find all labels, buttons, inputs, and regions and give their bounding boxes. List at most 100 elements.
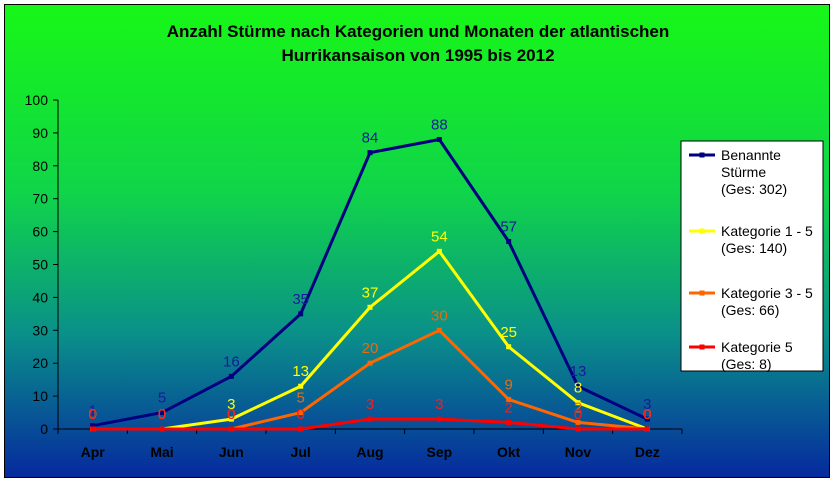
data-label: 8 <box>574 380 582 397</box>
data-label: 5 <box>296 390 304 407</box>
data-label: 0 <box>88 406 96 423</box>
data-label: 0 <box>158 406 166 423</box>
legend-marker <box>699 152 705 158</box>
legend-marker <box>699 290 705 296</box>
legend-label: Stürme <box>721 164 766 180</box>
chart-title-line-1: Anzahl Stürme nach Kategorien und Monate… <box>167 22 670 41</box>
data-point <box>298 311 304 317</box>
data-label: 13 <box>292 363 309 380</box>
x-tick-label: Jun <box>219 444 244 460</box>
data-point <box>506 396 512 402</box>
x-tick-label: Okt <box>497 444 521 460</box>
data-point <box>575 400 581 406</box>
legend-entry-3: Kategorie 3 - 5(Ges: 66) <box>689 285 813 318</box>
data-label: 0 <box>643 406 651 423</box>
legend-entry-2: Kategorie 1 - 5(Ges: 140) <box>689 223 813 256</box>
y-tick-label: 50 <box>32 257 48 273</box>
data-label: 0 <box>643 406 651 423</box>
y-tick-label: 80 <box>32 158 48 174</box>
data-label: 2 <box>504 399 512 416</box>
x-tick-label: Nov <box>565 444 592 460</box>
data-label: 5 <box>158 390 166 407</box>
chart-svg: Anzahl Stürme nach Kategorien und Monate… <box>25 22 824 460</box>
data-point <box>159 410 165 416</box>
data-label: 1 <box>88 403 96 420</box>
data-point <box>90 423 96 429</box>
x-tick-label: Dez <box>635 444 660 460</box>
data-label: 88 <box>431 116 448 133</box>
data-label: 2 <box>574 399 582 416</box>
data-label: 3 <box>643 396 651 413</box>
data-label: 57 <box>500 218 517 235</box>
data-point <box>228 416 234 422</box>
data-label: 0 <box>227 406 235 423</box>
y-tick-label: 90 <box>32 125 48 141</box>
data-point <box>436 136 442 142</box>
data-point <box>644 416 650 422</box>
data-point <box>298 410 304 416</box>
x-tick-label: Sep <box>426 444 452 460</box>
data-point <box>644 426 650 432</box>
data-point <box>367 416 373 422</box>
data-label: 0 <box>158 406 166 423</box>
data-label: 0 <box>158 406 166 423</box>
data-label: 3 <box>366 396 374 413</box>
data-label: 37 <box>362 284 379 301</box>
y-tick-label: 30 <box>32 322 48 338</box>
y-tick-label: 20 <box>32 355 48 371</box>
data-point <box>298 383 304 389</box>
data-point <box>367 150 373 156</box>
data-label: 20 <box>362 340 379 357</box>
data-label: 54 <box>431 228 448 245</box>
data-label: 30 <box>431 307 448 324</box>
data-point <box>575 383 581 389</box>
data-point <box>159 426 165 432</box>
data-label: 3 <box>227 396 235 413</box>
data-label: 0 <box>643 406 651 423</box>
y-tick-label: 0 <box>40 421 48 437</box>
data-label: 0 <box>296 406 304 423</box>
x-tick-label: Aug <box>356 444 383 460</box>
y-tick-label: 40 <box>32 289 48 305</box>
data-point <box>575 419 581 425</box>
data-label: 35 <box>292 291 309 308</box>
data-label: 0 <box>88 406 96 423</box>
data-point <box>506 238 512 244</box>
chart: Anzahl Stürme nach Kategorien und Monate… <box>4 4 830 478</box>
data-label: 0 <box>227 406 235 423</box>
data-point <box>90 426 96 432</box>
data-point <box>367 360 373 366</box>
data-point <box>506 344 512 350</box>
data-label: 0 <box>88 406 96 423</box>
series-4: 0 0 0 03 3 2 0 0 <box>88 396 652 432</box>
y-tick-label: 70 <box>32 191 48 207</box>
legend-label: Benannte <box>721 147 781 163</box>
data-label: 9 <box>504 376 512 393</box>
legend-label: (Ges: 140) <box>721 240 787 256</box>
data-point <box>436 248 442 254</box>
data-point <box>436 327 442 333</box>
x-tick-label: Mai <box>150 444 173 460</box>
chart-title: Anzahl Stürme nach Kategorien und Monate… <box>167 22 670 65</box>
y-tick-label: 10 <box>32 388 48 404</box>
legend-box <box>680 140 824 372</box>
legend-label: Kategorie 5 <box>721 339 793 355</box>
data-label: 0 <box>574 406 582 423</box>
data-point <box>228 373 234 379</box>
legend-label: Kategorie 3 - 5 <box>721 285 813 301</box>
data-point <box>506 419 512 425</box>
legend-marker <box>699 344 705 350</box>
data-point <box>228 426 234 432</box>
series-line <box>92 137 648 428</box>
x-tick-label: Apr <box>81 444 106 460</box>
data-point <box>575 426 581 432</box>
legend-marker <box>699 228 705 234</box>
legend-label: (Ges: 66) <box>721 302 779 318</box>
data-label: 84 <box>362 130 379 147</box>
data-label: 16 <box>223 353 240 370</box>
data-point <box>298 426 304 432</box>
y-tick-label: 60 <box>32 224 48 240</box>
